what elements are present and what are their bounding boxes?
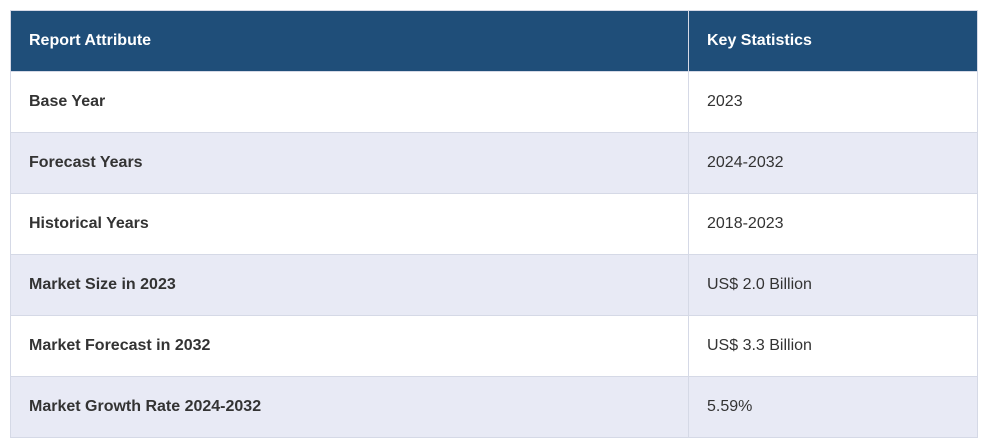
value-cell: 2018-2023 — [688, 193, 978, 255]
attribute-cell: Forecast Years — [10, 132, 689, 194]
header-row: Report Attribute Key Statistics — [10, 10, 978, 72]
header-cell: Report Attribute — [10, 10, 689, 72]
table-body: Base Year 2023 Forecast Years 2024-2032 Hist… — [10, 71, 978, 438]
attribute-cell: Market Growth Rate 2024-2032 — [10, 376, 689, 438]
table-row: Market Forecast in 2032 US$ 3.3 Billion — [10, 315, 978, 377]
attribute-cell: Market Forecast in 2032 — [10, 315, 689, 377]
table-row: Market Growth Rate 2024-2032 5.59% — [10, 376, 978, 438]
table-row: Forecast Years 2024-2032 — [10, 132, 978, 194]
value-cell: 2024-2032 — [688, 132, 978, 194]
attribute-cell: Historical Years — [10, 193, 689, 255]
table-row: Market Size in 2023 US$ 2.0 Billion — [10, 254, 978, 316]
attribute-cell: Base Year — [10, 71, 689, 133]
attribute-cell: Market Size in 2023 — [10, 254, 689, 316]
value-cell: US$ 3.3 Billion — [688, 315, 978, 377]
value-cell: 5.59% — [688, 376, 978, 438]
table-row: Historical Years 2018-2023 — [10, 193, 978, 255]
stats-table: Report Attribute Key Statistics Base Yea… — [10, 10, 978, 438]
header-cell: Key Statistics — [688, 10, 978, 72]
value-cell: 2023 — [688, 71, 978, 133]
table-row: Base Year 2023 — [10, 71, 978, 133]
value-cell: US$ 2.0 Billion — [688, 254, 978, 316]
